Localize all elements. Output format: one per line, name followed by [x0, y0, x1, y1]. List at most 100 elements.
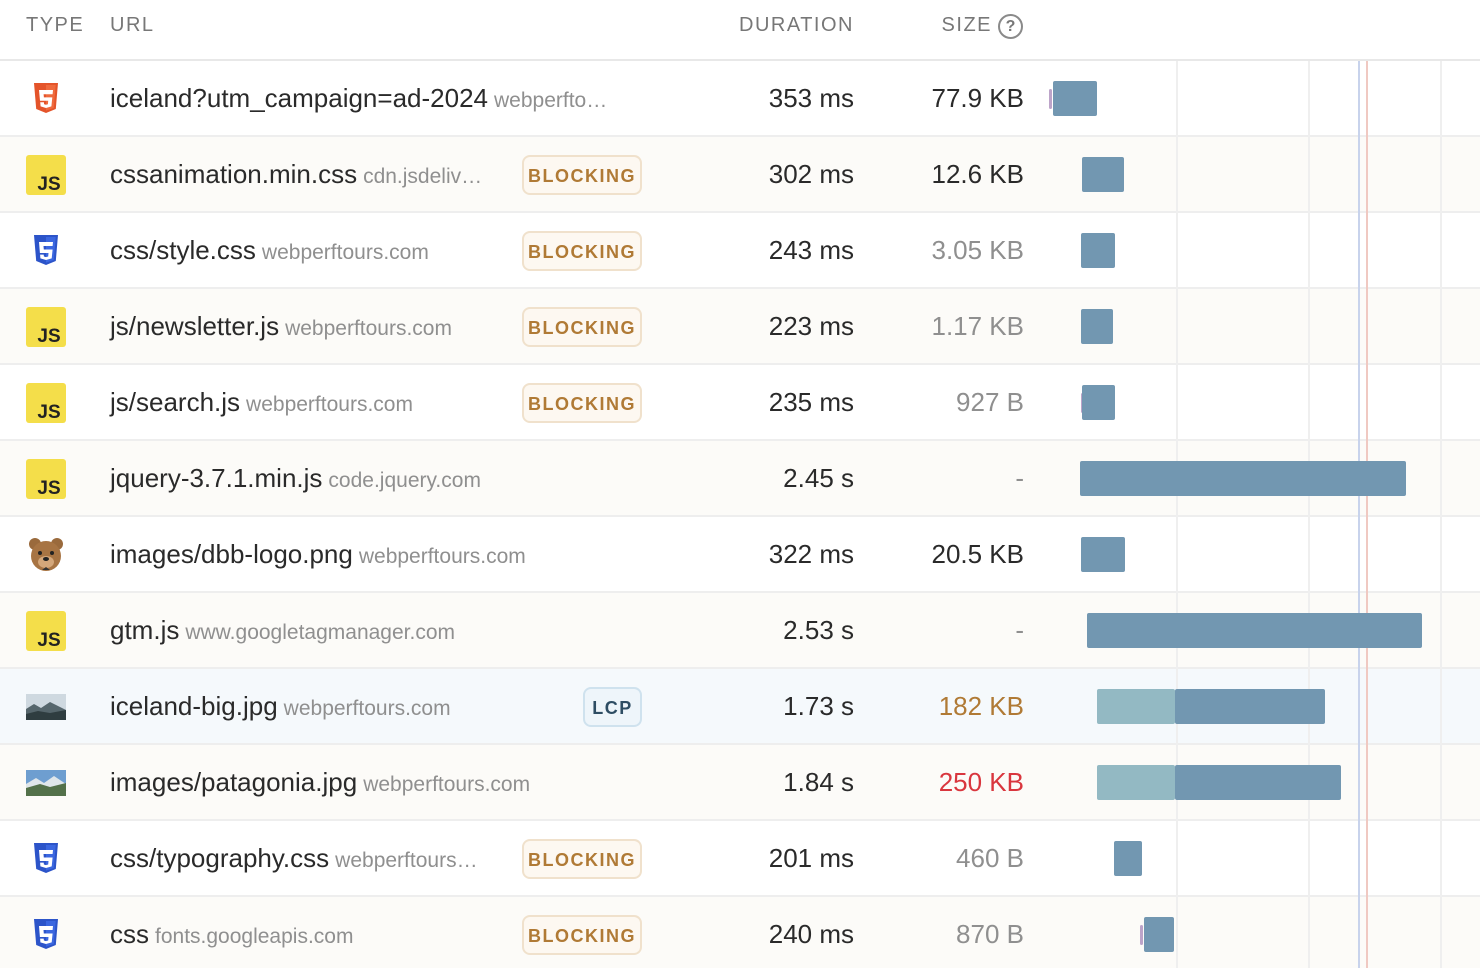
request-url[interactable]: css fonts.googleapis.com [110, 919, 353, 950]
svg-text:JS: JS [37, 478, 60, 499]
url-path: iceland-big.jpg [110, 691, 278, 721]
url-path: iceland?utm_campaign=ad-2024 [110, 83, 488, 113]
url-domain: cdn.jsdeliv… [363, 165, 483, 188]
image-thumbnail-icon [26, 770, 66, 810]
request-size: 1.17 KB [931, 311, 1024, 341]
js-icon: JS [26, 611, 66, 651]
url-path: css/typography.css [110, 843, 330, 873]
request-url[interactable]: images/dbb-logo.png webperftours.com [110, 539, 526, 570]
request-size: 20.5 KB [931, 539, 1024, 569]
css3-icon [26, 915, 66, 955]
url-path: css/style.css [110, 235, 256, 265]
url-path: cssanimation.min.css [110, 159, 358, 189]
css3-icon [26, 231, 66, 271]
request-duration: 1.73 s [783, 691, 854, 721]
column-header-duration[interactable]: DURATION [739, 14, 854, 36]
html5-icon [26, 79, 66, 119]
request-duration: 1.84 s [783, 767, 854, 797]
table-row[interactable]: css fonts.googleapis.com BLOCKING 240 ms 870… [0, 897, 1480, 968]
request-duration: 201 ms [768, 843, 854, 873]
request-duration: 322 ms [768, 539, 854, 569]
url-path: images/patagonia.jpg [110, 767, 358, 797]
table-row[interactable]: iceland?utm_campaign=ad-2024 webperfto… 35… [0, 61, 1480, 137]
column-header-size[interactable]: SIZE [941, 14, 992, 36]
css3-icon [26, 839, 66, 879]
js-icon: JS [26, 383, 66, 423]
request-size: 460 B [956, 843, 1024, 873]
blocking-badge: BLOCKING [522, 839, 642, 879]
js-icon: JS [26, 459, 66, 499]
url-domain: fonts.googleapis.com [155, 925, 354, 948]
request-url[interactable]: js/search.js webperftours.com [110, 387, 413, 418]
blocking-badge: BLOCKING [522, 383, 642, 423]
js-icon: JS [26, 307, 66, 347]
request-url[interactable]: images/patagonia.jpg webperftours.com [110, 767, 530, 798]
request-duration: 2.53 s [783, 615, 854, 645]
js-icon: JS [26, 155, 66, 195]
image-thumbnail-icon [26, 694, 66, 734]
url-domain: webperftours.com [358, 545, 526, 568]
table-row[interactable]: JS gtm.js www.googletagmanager.com 2.53 s - [0, 593, 1480, 669]
url-path: images/dbb-logo.png [110, 539, 353, 569]
url-domain: webperftours… [335, 849, 478, 872]
request-url[interactable]: css/style.css webperftours.com [110, 235, 429, 266]
blocking-badge: BLOCKING [522, 915, 642, 955]
request-duration: 353 ms [768, 83, 854, 113]
request-url[interactable]: js/newsletter.js webperftours.com [110, 311, 452, 342]
request-url[interactable]: cssanimation.min.css cdn.jsdeliv… [110, 159, 482, 190]
lcp-badge: LCP [583, 687, 642, 727]
table-row[interactable]: iceland-big.jpg webperftours.com LCP 1.73 s… [0, 669, 1480, 745]
request-url[interactable]: iceland-big.jpg webperftours.com [110, 691, 451, 722]
url-domain: www.googletagmanager.com [185, 621, 456, 644]
url-path: js/search.js [110, 387, 241, 417]
blocking-badge: BLOCKING [522, 231, 642, 271]
column-header-type[interactable]: TYPE [26, 14, 85, 36]
request-size: 12.6 KB [931, 159, 1024, 189]
url-path: js/newsletter.js [110, 311, 280, 341]
table-row[interactable]: JS js/newsletter.js webperftours.com BLOCKI… [0, 289, 1480, 365]
svg-text:JS: JS [37, 402, 60, 423]
url-path: css [110, 919, 149, 949]
table-header: TYPE URL DURATION SIZE ? [0, 0, 1480, 61]
url-domain: webperftours.com [261, 241, 429, 264]
table-row[interactable]: css/typography.css webperftours… BLOCKING 2… [0, 821, 1480, 897]
request-size: 250 KB [938, 767, 1024, 797]
request-duration: 2.45 s [783, 463, 854, 493]
request-duration: 243 ms [768, 235, 854, 265]
svg-text:JS: JS [37, 326, 60, 347]
url-domain: code.jquery.com [328, 469, 481, 492]
request-duration: 240 ms [768, 919, 854, 949]
blocking-badge: BLOCKING [522, 155, 642, 195]
column-header-url[interactable]: URL [110, 14, 155, 36]
request-size: 870 B [956, 919, 1024, 949]
url-path: jquery-3.7.1.min.js [110, 463, 323, 493]
table-row[interactable]: images/dbb-logo.png webperftours.com 322 m… [0, 517, 1480, 593]
url-domain: webperfto… [494, 89, 608, 112]
bear-logo-icon [26, 535, 66, 575]
request-size: 77.9 KB [931, 83, 1024, 113]
request-url[interactable]: gtm.js www.googletagmanager.com [110, 615, 455, 646]
request-duration: 302 ms [768, 159, 854, 189]
url-path: gtm.js [110, 615, 180, 645]
table-row[interactable]: css/style.css webperftours.com BLOCKING 243… [0, 213, 1480, 289]
request-url[interactable]: iceland?utm_campaign=ad-2024 webperfto… [110, 83, 607, 114]
url-domain: webperftours.com [285, 317, 452, 340]
request-size: - [1015, 615, 1024, 645]
request-url[interactable]: jquery-3.7.1.min.js code.jquery.com [110, 463, 481, 494]
url-domain: webperftours.com [246, 393, 413, 416]
help-icon[interactable]: ? [998, 14, 1023, 39]
svg-text:JS: JS [37, 630, 60, 651]
table-row[interactable]: JS jquery-3.7.1.min.js code.jquery.com 2.45… [0, 441, 1480, 517]
request-size: 927 B [956, 387, 1024, 417]
table-row[interactable]: JS cssanimation.min.css cdn.jsdeliv… BLOCKI… [0, 137, 1480, 213]
table-row[interactable]: JS js/search.js webperftours.com BLOCKING 23… [0, 365, 1480, 441]
request-url[interactable]: css/typography.css webperftours… [110, 843, 478, 874]
request-size: 3.05 KB [931, 235, 1024, 265]
table-row[interactable]: images/patagonia.jpg webperftours.com 1.84… [0, 745, 1480, 821]
request-size: 182 KB [938, 691, 1024, 721]
request-duration: 223 ms [768, 311, 854, 341]
blocking-badge: BLOCKING [522, 307, 642, 347]
svg-text:JS: JS [37, 174, 60, 195]
request-duration: 235 ms [768, 387, 854, 417]
request-size: - [1015, 463, 1024, 493]
